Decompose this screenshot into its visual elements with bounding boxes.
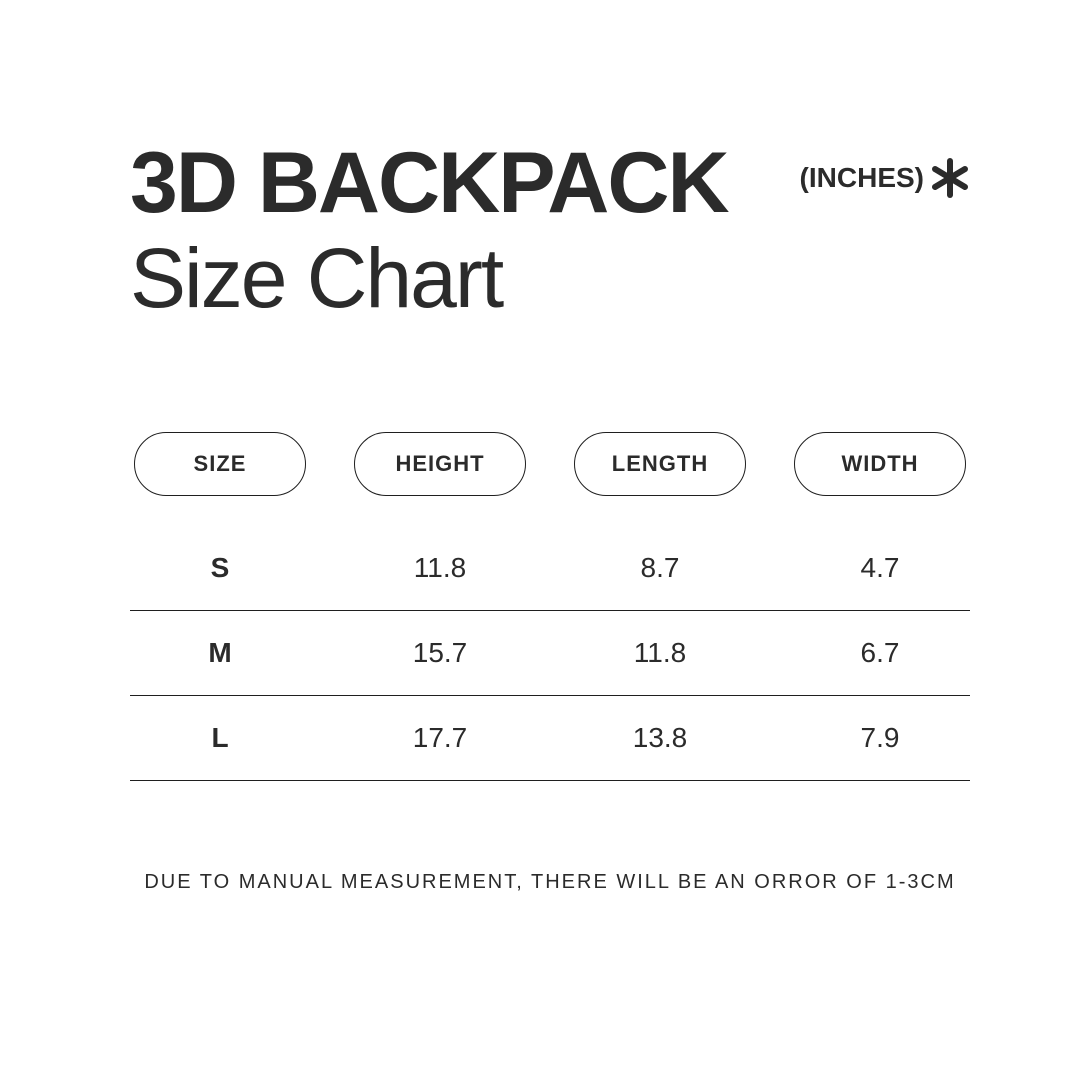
cell-length: 13.8 xyxy=(574,696,746,780)
title-sub: Size Chart xyxy=(130,234,728,322)
footnote: DUE TO MANUAL MEASUREMENT, THERE WILL BE… xyxy=(130,871,970,894)
table-header-row: SIZE HEIGHT LENGTH WIDTH xyxy=(130,432,970,496)
table-row: M 15.7 11.8 6.7 xyxy=(130,611,970,696)
table-body: S 11.8 8.7 4.7 M 15.7 11.8 6.7 L 17.7 13… xyxy=(130,526,970,781)
cell-width: 7.9 xyxy=(794,696,966,780)
table-row: S 11.8 8.7 4.7 xyxy=(130,526,970,611)
unit-block: (INCHES) xyxy=(800,158,970,198)
cell-size: S xyxy=(134,526,306,610)
table-row: L 17.7 13.8 7.9 xyxy=(130,696,970,781)
cell-length: 11.8 xyxy=(574,611,746,695)
header-row: 3D BACKPACK Size Chart (INCHES) xyxy=(130,140,970,322)
cell-height: 11.8 xyxy=(354,526,526,610)
col-header-width: WIDTH xyxy=(794,432,966,496)
cell-length: 8.7 xyxy=(574,526,746,610)
asterisk-icon xyxy=(930,158,970,198)
size-table: SIZE HEIGHT LENGTH WIDTH S 11.8 8.7 4.7 … xyxy=(130,432,970,781)
cell-size: L xyxy=(134,696,306,780)
title-main: 3D BACKPACK xyxy=(130,140,728,226)
col-header-size: SIZE xyxy=(134,432,306,496)
title-block: 3D BACKPACK Size Chart xyxy=(130,140,728,322)
unit-label: (INCHES) xyxy=(800,162,924,194)
cell-width: 6.7 xyxy=(794,611,966,695)
cell-height: 17.7 xyxy=(354,696,526,780)
col-header-height: HEIGHT xyxy=(354,432,526,496)
col-header-length: LENGTH xyxy=(574,432,746,496)
size-chart-page: 3D BACKPACK Size Chart (INCHES) SIZE HEI… xyxy=(0,0,1080,1080)
cell-size: M xyxy=(134,611,306,695)
cell-width: 4.7 xyxy=(794,526,966,610)
cell-height: 15.7 xyxy=(354,611,526,695)
